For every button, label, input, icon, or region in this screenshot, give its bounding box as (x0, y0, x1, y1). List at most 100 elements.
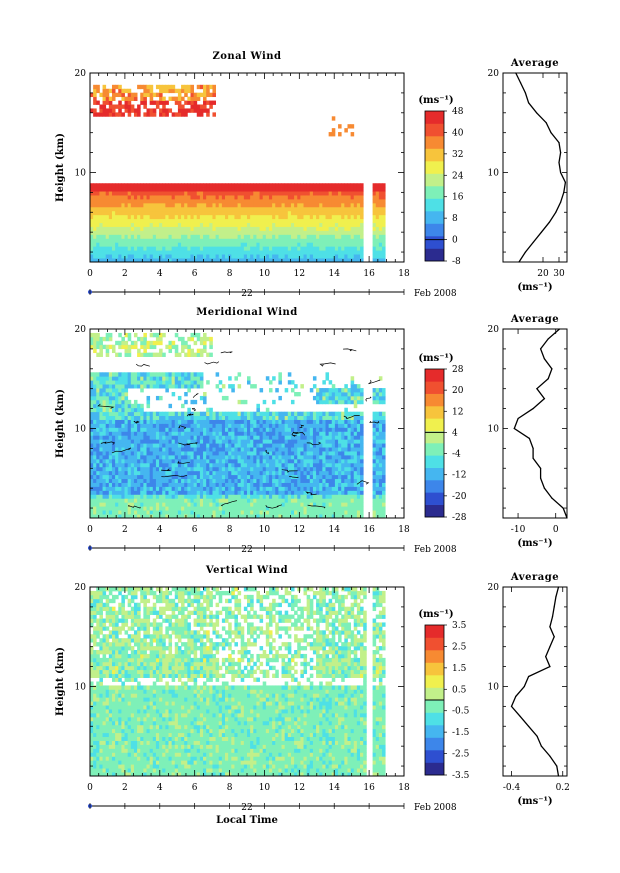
heatmap-cell (328, 447, 333, 452)
heatmap-cell (221, 395, 226, 401)
heatmap-cell (290, 478, 295, 483)
heatmap-cell (294, 455, 298, 460)
heatmap-cell (108, 462, 113, 468)
heatmap-cell (152, 458, 157, 464)
heatmap-cell (303, 502, 308, 507)
heatmap-cell (287, 206, 292, 212)
heatmap-cell (184, 242, 188, 247)
heatmap-cell (334, 478, 339, 483)
heatmap-cell (259, 462, 264, 468)
heatmap-cell (247, 466, 251, 472)
heatmap-cell (231, 254, 235, 259)
heatmap-cell (347, 206, 352, 212)
heatmap-cell (93, 439, 97, 444)
heatmap-cell (303, 427, 308, 432)
heatmap-cell (152, 474, 157, 480)
heatmap-cell (174, 226, 179, 231)
heatmap-cell (347, 195, 352, 200)
heatmap-cell (159, 234, 163, 239)
heatmap-cell (294, 214, 298, 220)
heatmap-cell (124, 423, 129, 428)
heatmap-cell (234, 214, 238, 220)
average-profile-line (515, 72, 567, 263)
heatmap-cell (99, 214, 103, 220)
heatmap-cell (297, 494, 301, 499)
heatmap-cell (300, 218, 304, 224)
heatmap-cell (143, 482, 147, 487)
heatmap-cell (221, 183, 226, 188)
heatmap-cell (96, 191, 100, 196)
heatmap-cell (168, 206, 173, 212)
heatmap-cell (250, 462, 254, 468)
heatmap-cell (165, 250, 169, 255)
heatmap-cell (306, 474, 311, 480)
heatmap-cell (262, 222, 267, 227)
heatmap-cell (240, 462, 245, 468)
heatmap-cell (268, 202, 273, 208)
heatmap-cell (234, 210, 238, 216)
heatmap-cell (130, 183, 135, 188)
heatmap-cell (328, 431, 333, 436)
heatmap-cell (256, 230, 260, 235)
heatmap-cell (234, 494, 238, 499)
heatmap-cell (130, 470, 135, 476)
heatmap-cell (294, 191, 298, 196)
heatmap-cell (218, 466, 223, 472)
heatmap-cell (275, 246, 279, 251)
heatmap-cell (152, 254, 157, 259)
heatmap-cell (121, 254, 125, 259)
heatmap-cell (127, 451, 132, 456)
heatmap-cell (328, 218, 333, 224)
heatmap-cell (212, 250, 216, 255)
heatmap-cell (312, 514, 317, 519)
heatmap-cell (96, 336, 100, 342)
heatmap-cell (297, 234, 301, 239)
heatmap-cell (353, 199, 358, 204)
heatmap-cell (118, 498, 122, 503)
heatmap-cell (328, 388, 333, 393)
heatmap-cell (234, 478, 238, 483)
heatmap-cell (184, 92, 188, 98)
heatmap-cell (168, 415, 173, 420)
heatmap-cell (184, 191, 188, 196)
heatmap-cell (275, 388, 279, 393)
heatmap-cell (231, 466, 235, 472)
heatmap-cell (143, 435, 147, 440)
heatmap-cell (203, 206, 207, 212)
heatmap-cell (133, 494, 138, 499)
heatmap-cell (174, 195, 179, 200)
heatmap-cell (196, 510, 201, 515)
heatmap-cell (133, 482, 138, 487)
heatmap-cell (90, 474, 94, 480)
heatmap-cell (140, 431, 144, 436)
heatmap-cell (300, 447, 304, 452)
heatmap-cell (325, 230, 330, 235)
heatmap-cell (240, 470, 245, 476)
heatmap-cell (99, 202, 103, 208)
heatmap-cell (168, 246, 173, 251)
heatmap-cell (146, 403, 151, 409)
heatmap-cell (240, 411, 245, 417)
heatmap-cell (90, 344, 94, 350)
heatmap-cell (259, 490, 264, 495)
heatmap-cell (165, 423, 169, 428)
heatmap-cell (294, 486, 298, 491)
heatmap-cell (356, 254, 361, 259)
heatmap-cell (187, 451, 191, 456)
heatmap-cell (199, 490, 204, 495)
heatmap-cell (184, 250, 188, 255)
heatmap-cell (268, 226, 273, 231)
heatmap-cell (338, 124, 342, 129)
heatmap-cell (253, 230, 257, 235)
heatmap-cell (171, 199, 176, 204)
heatmap-cell (287, 486, 292, 491)
heatmap-cell (341, 415, 345, 420)
heatmap-cell (137, 254, 141, 259)
heatmap-cell (215, 411, 220, 417)
heatmap-cell (331, 482, 336, 487)
heatmap-cell (108, 183, 113, 188)
heatmap-cell (344, 510, 348, 515)
heatmap-cell (121, 112, 125, 117)
heatmap-cell (187, 419, 191, 424)
